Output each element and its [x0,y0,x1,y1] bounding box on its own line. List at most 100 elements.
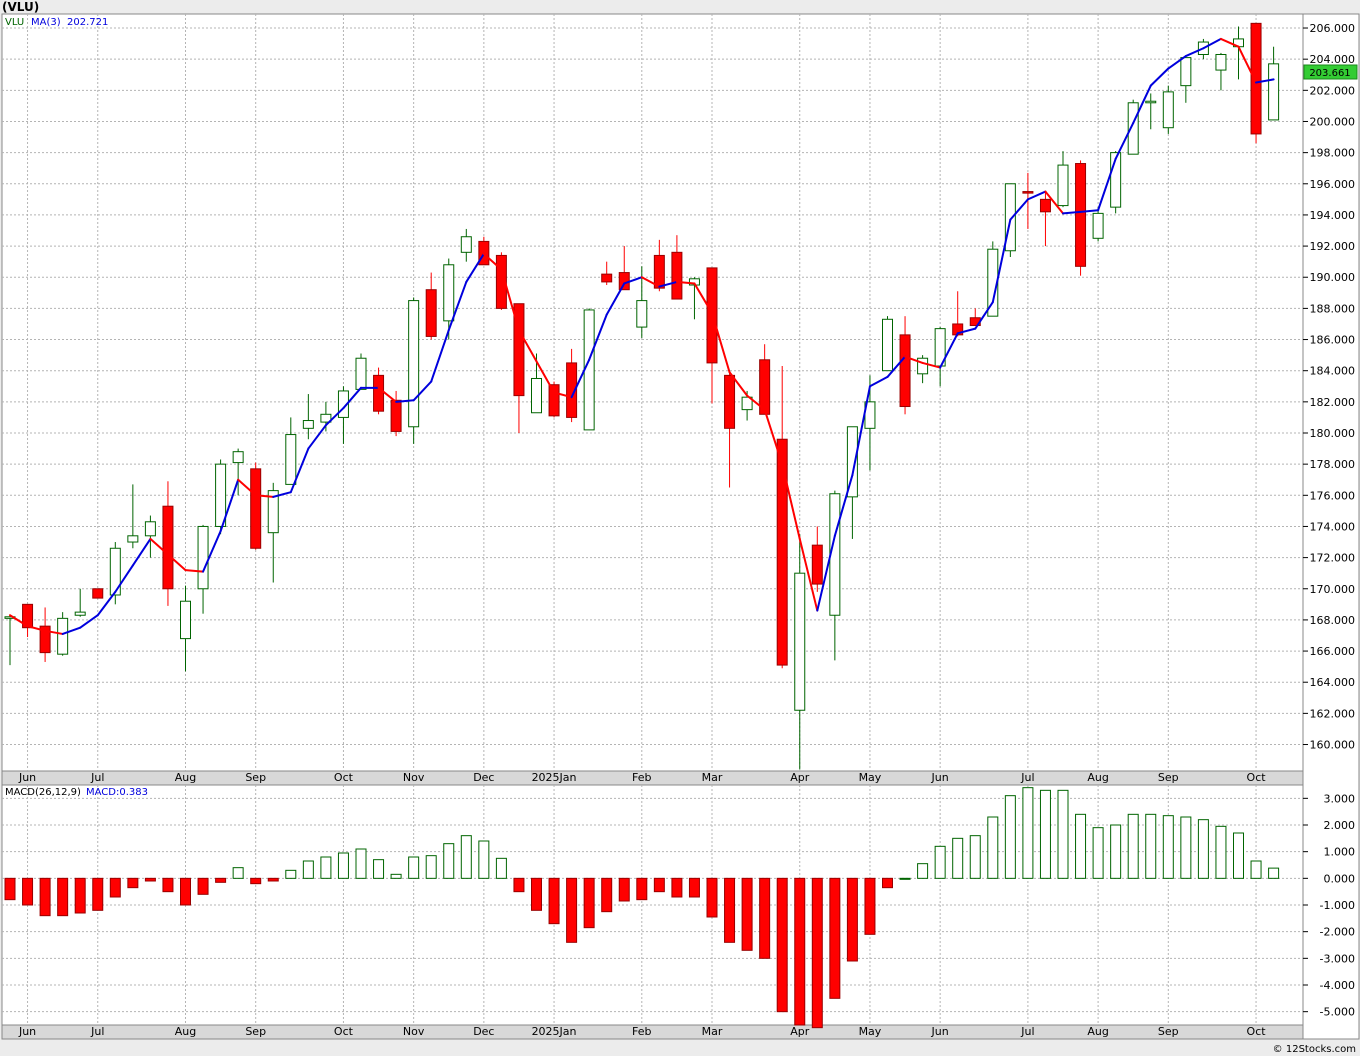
macd-x-tick-label: Jul [90,1025,104,1038]
candle-body [355,357,367,390]
price-y-tick-label: 168.000 [1310,614,1356,627]
ma-line-segment [623,276,643,285]
macd-bar [39,877,51,917]
price-panel [1,13,1304,772]
macd-bar [250,877,262,885]
ma-line-segment [605,282,626,316]
macd-bar [162,877,174,893]
price-y-tick-label: 204.000 [1310,53,1356,66]
candle-body [1075,163,1087,267]
candle-body [197,525,209,590]
macd-x-tick-label: Jun [18,1025,36,1038]
macd-bar [1233,832,1244,879]
price-y-tick-label: 162.000 [1310,707,1356,720]
ma-line-segment [430,329,450,383]
price-y-tick-label: 160.000 [1310,739,1356,752]
macd-bar [1127,813,1139,879]
candle-body [583,309,595,431]
ma-line-segment [588,313,608,361]
price-x-tick-label: Jun [931,771,949,784]
price-y-tick-label: 164.000 [1310,676,1356,689]
ma-line-segment [1114,122,1135,160]
macd-bar [373,859,385,879]
ma-line-segment [149,537,169,556]
ma-line-segment [921,361,942,369]
candle-body [127,535,139,543]
macd-bar [460,835,472,879]
price-x-tick-label: Sep [1158,771,1179,784]
ma-line-segment [974,301,994,330]
ma-line-segment [904,355,924,364]
price-y-tick-label: 194.000 [1310,209,1356,222]
macd-bar [882,877,893,889]
site-credit: © 12Stocks.com [1272,1044,1356,1055]
candle-body [741,396,753,411]
ma-line-segment [1237,45,1258,84]
ma-line-segment [517,329,538,363]
price-x-tick-label: May [859,771,882,784]
macd-bar [495,857,507,879]
macd-bar [1197,819,1209,879]
macd-bar [864,877,876,935]
legend-ma-label: MA(3) [31,17,61,28]
candle-body [1162,91,1174,129]
macd-bar [1110,824,1122,879]
macd-bar [636,877,648,901]
ma-line-segment [781,463,801,540]
candle-body [1215,53,1227,71]
ma-line-segment [570,358,591,399]
macd-bar [1092,827,1104,879]
macd-x-tick-label: Jun [931,1025,949,1038]
macd-bar [408,856,420,879]
ma-line-segment [377,386,398,403]
price-x-tick-label: 2025Jan [532,771,577,784]
candle-body [285,434,297,485]
candle-body [495,254,507,309]
price-x-tick-label: Jul [1020,771,1034,784]
price-y-tick-label: 176.000 [1310,489,1356,502]
price-y-tick-label: 206.000 [1310,22,1356,35]
macd-x-tick-label: Mar [702,1025,723,1038]
ma-line-segment [219,478,240,533]
macd-bar [215,877,227,883]
macd-bar [776,877,788,1013]
price-y-tick-label: 170.000 [1310,583,1356,596]
candle-body [776,438,788,666]
macd-bar [197,877,209,895]
price-y-tick-label: 186.000 [1310,334,1356,347]
price-y-tick-label: 182.000 [1310,396,1356,409]
price-y-tick-label: 188.000 [1310,302,1356,315]
candle-body [232,451,244,464]
ma-line-segment [991,218,1012,304]
ma-line-segment [131,537,152,567]
candle-body [39,625,51,654]
macd-bar [355,848,367,879]
legend-symbol: VLU [5,17,24,28]
macd-x-tick-label: Sep [1158,1025,1179,1038]
ma-line-segment [833,474,854,537]
candle-body [1250,22,1262,135]
ma-line-segment [500,268,520,332]
macd-bar [934,845,946,879]
candle-body [215,463,227,527]
candle-body [671,251,683,300]
macd-bar [4,877,16,901]
macd-bar [1057,789,1069,879]
macd-bar [1004,795,1016,879]
ma-line-segment [61,626,82,635]
price-legend: VLU MA(3) 202.721 [5,17,108,28]
candle-body [390,399,402,432]
ma-line-segment [693,282,713,315]
candle-body [653,254,665,289]
macd-bar [1180,816,1192,879]
ma-line-segment [1167,55,1187,70]
macd-bar [1268,867,1280,879]
ma-line-segment [1026,190,1047,201]
macd-bar [583,877,595,929]
ma-line-segment [482,252,503,271]
price-y-tick-label: 180.000 [1310,427,1356,440]
candle-body [1004,183,1016,252]
price-x-tick-label: Nov [403,771,425,784]
candle-body [513,303,525,397]
ma-line-segment [272,491,292,498]
